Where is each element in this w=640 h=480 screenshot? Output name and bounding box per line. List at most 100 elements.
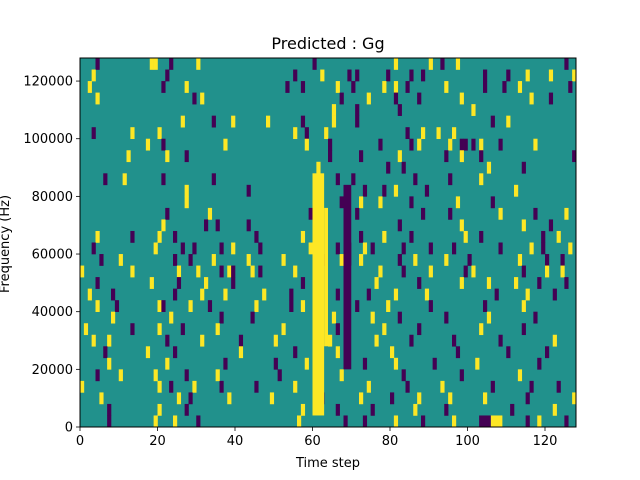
heatmap-cell	[463, 138, 468, 151]
heatmap-cell	[192, 380, 197, 393]
heatmap-band	[479, 415, 491, 427]
heatmap-cell	[180, 115, 185, 128]
heatmap-cell	[300, 300, 306, 312]
heatmap-cell	[463, 265, 468, 278]
heatmap-cell	[463, 230, 468, 243]
heatmap-cell	[517, 254, 523, 266]
heatmap-cell	[300, 277, 306, 289]
heatmap-cell	[393, 415, 399, 428]
heatmap-cell	[281, 323, 286, 336]
heatmap-cell	[339, 254, 344, 266]
heatmap-cell	[219, 242, 224, 255]
heatmap-cell	[374, 277, 379, 289]
heatmap-cell	[289, 300, 294, 312]
heatmap-cell	[157, 300, 162, 312]
heatmap-cell	[200, 288, 205, 301]
heatmap-cell	[219, 311, 224, 324]
heatmap-cell	[157, 127, 162, 140]
heatmap-cell	[448, 392, 453, 405]
heatmap-cell	[80, 380, 85, 393]
heatmap-cell	[529, 242, 534, 255]
heatmap-cell	[196, 415, 201, 428]
heatmap-cell	[378, 265, 383, 278]
y-axis-label: Frequency (Hz)	[0, 195, 13, 293]
heatmap-cell	[455, 346, 461, 359]
heatmap-cell	[405, 81, 410, 93]
heatmap-cell	[545, 346, 550, 359]
heatmap-cell	[378, 196, 383, 209]
heatmap-cell	[452, 334, 457, 347]
heatmap-cell	[107, 403, 112, 416]
heatmap-cell	[192, 92, 197, 105]
heatmap-cell	[188, 254, 193, 266]
heatmap-cell	[246, 219, 251, 232]
heatmap-cell	[521, 161, 526, 174]
heatmap-cell	[393, 184, 399, 197]
heatmap-cell	[80, 265, 85, 278]
heatmap-cell	[173, 346, 178, 359]
heatmap-cell	[223, 357, 228, 370]
heatmap-cell	[180, 323, 185, 336]
x-tick-label: 100	[455, 434, 480, 449]
heatmap-cell	[153, 58, 158, 70]
heatmap-cell	[328, 334, 333, 347]
heatmap-cell	[521, 265, 526, 278]
heatmap-cell	[335, 288, 340, 301]
heatmap-cell	[111, 288, 116, 301]
heatmap-cell	[459, 92, 464, 105]
heatmap-cell	[130, 323, 135, 336]
heatmap-cell	[556, 230, 561, 243]
heatmap-cell	[486, 311, 492, 324]
heatmap-band	[490, 415, 503, 427]
heatmap-cell	[149, 277, 154, 289]
heatmap-cell	[417, 92, 422, 105]
heatmap-cell	[417, 392, 422, 405]
heatmap-cell	[207, 207, 213, 220]
heatmap-cell	[409, 334, 414, 347]
heatmap-cell	[409, 69, 414, 82]
heatmap-cell	[359, 230, 364, 243]
heatmap-band	[312, 173, 325, 416]
heatmap-cell	[401, 242, 406, 255]
heatmap-cell	[308, 242, 313, 255]
heatmap-cell	[157, 380, 162, 393]
heatmap-cell	[103, 346, 108, 359]
y-tick-label: 80000	[32, 190, 73, 205]
heatmap-cell	[188, 300, 193, 312]
heatmap-cell	[479, 230, 484, 243]
heatmap-cell	[355, 207, 360, 220]
heatmap-cell	[417, 277, 422, 289]
y-tick-label: 60000	[32, 248, 73, 263]
heatmap-cell	[382, 184, 387, 197]
heatmap-cell	[258, 265, 263, 278]
heatmap-cell	[448, 207, 453, 220]
heatmap-cell	[366, 380, 371, 393]
heatmap-cell	[126, 150, 131, 163]
heatmap-cell	[173, 254, 178, 266]
heatmap-cell	[409, 230, 414, 243]
heatmap-cell	[300, 403, 306, 416]
heatmap-cell	[405, 127, 410, 140]
x-tick-label: 120	[533, 434, 558, 449]
heatmap-cell	[254, 230, 259, 243]
heatmap-cell	[393, 357, 399, 370]
y-tick-label: 120000	[23, 75, 73, 90]
heatmap-cell	[401, 265, 406, 278]
heatmap-cell	[300, 230, 306, 243]
y-tick-label: 20000	[32, 363, 73, 378]
heatmap-cell	[196, 265, 201, 278]
heatmap-cell	[130, 265, 135, 278]
heatmap-cell	[204, 219, 209, 232]
heatmap-cell	[572, 392, 577, 405]
heatmap-cell	[153, 242, 158, 255]
heatmap-cell	[471, 104, 476, 116]
heatmap-cell	[479, 138, 484, 151]
heatmap-cell	[328, 150, 333, 163]
heatmap-cell	[293, 127, 298, 140]
plot-frame	[79, 57, 577, 428]
heatmap-cell	[335, 346, 340, 359]
heatmap-cell	[91, 127, 96, 140]
heatmap-cell	[145, 346, 151, 359]
heatmap-cell	[161, 300, 166, 312]
